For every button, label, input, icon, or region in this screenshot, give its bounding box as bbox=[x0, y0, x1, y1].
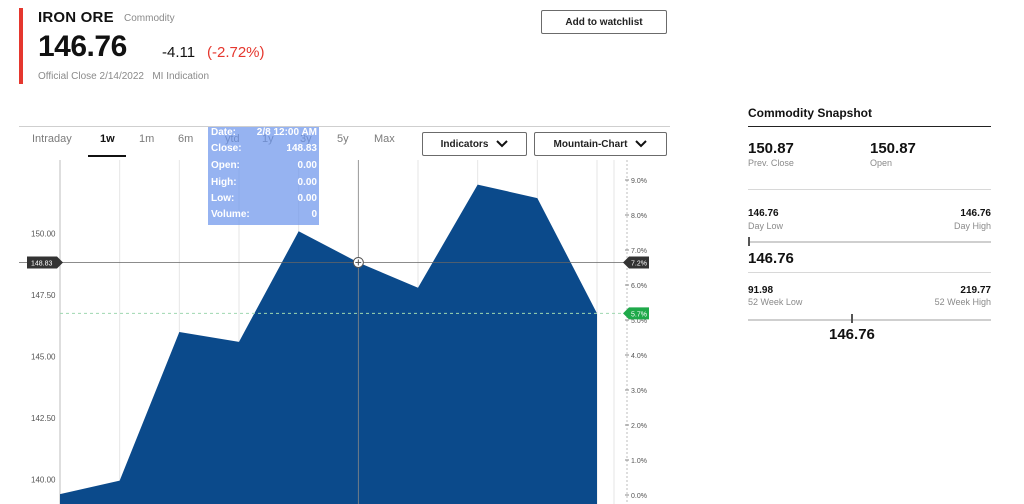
chart-type-label: Mountain-Chart bbox=[553, 138, 628, 150]
commodity-name: IRON ORE bbox=[38, 9, 114, 26]
day-low-label: Day Low bbox=[748, 221, 784, 231]
52wk-range-current: 146.76 bbox=[829, 326, 875, 343]
crosshair bbox=[19, 160, 629, 504]
accent-bar bbox=[19, 8, 23, 84]
snapshot-divider bbox=[748, 189, 991, 190]
prev-close-value: 150.87 bbox=[748, 140, 794, 157]
crosshair-percent-tag-label: 7.2% bbox=[631, 260, 647, 267]
percent-tick-label: 9.0% bbox=[631, 178, 647, 185]
price-tick-label: 140.00 bbox=[31, 475, 56, 484]
tab-6m[interactable]: 6m bbox=[178, 133, 194, 145]
percent-tick-label: 4.0% bbox=[631, 353, 647, 360]
day-high-value: 146.76 bbox=[960, 208, 991, 219]
52wk-high-value: 219.77 bbox=[960, 285, 991, 296]
percent-tick-label: 3.0% bbox=[631, 388, 647, 395]
tooltip-close-value: 148.83 bbox=[286, 143, 317, 154]
chart-tooltip: Date: 2/8 12:00 AM Close: 148.83 Open: 0.00… bbox=[208, 127, 319, 225]
add-to-watchlist-button[interactable]: Add to watchlist bbox=[541, 10, 667, 34]
tab-1m[interactable]: 1m bbox=[139, 133, 155, 145]
day-high-label: Day High bbox=[953, 221, 991, 231]
tooltip-date-value: 2/8 12:00 AM bbox=[256, 127, 317, 138]
tab-5y[interactable]: 5y bbox=[337, 133, 349, 145]
tab-1w[interactable]: 1w bbox=[100, 133, 115, 145]
price-change-percent: (-2.72%) bbox=[207, 44, 265, 61]
price-tick-label: 150.00 bbox=[31, 230, 56, 239]
price-chart[interactable]: 150.00 147.50 145.00 142.50 140.00 9.0% 8.0% 7… bbox=[19, 160, 659, 504]
open-value: 150.87 bbox=[870, 140, 916, 157]
snapshot-divider bbox=[748, 126, 991, 127]
snapshot-title: Commodity Snapshot bbox=[748, 106, 873, 120]
crosshair-price-tag bbox=[27, 256, 63, 269]
price-area bbox=[60, 184, 597, 504]
day-range-marker bbox=[748, 237, 750, 246]
52wk-low-value: 91.98 bbox=[748, 285, 774, 296]
open-label: Open bbox=[870, 158, 893, 168]
52wk-low-label: 52 Week Low bbox=[748, 297, 803, 307]
active-tab-underline bbox=[88, 155, 126, 157]
tooltip-high-label: High: bbox=[211, 177, 237, 188]
percent-tick-label: 2.0% bbox=[631, 423, 647, 430]
tooltip-high-value: 0.00 bbox=[297, 177, 317, 188]
last-price-tag-label: 5.7% bbox=[631, 311, 647, 318]
crosshair-price-tag-label: 148.83 bbox=[31, 260, 53, 267]
tooltip-low-label: Low: bbox=[211, 193, 235, 204]
percent-tick-label: 7.0% bbox=[631, 248, 647, 255]
price-change: -4.11 bbox=[162, 44, 196, 61]
tab-intraday[interactable]: Intraday bbox=[32, 133, 72, 145]
tooltip-date-label: Date: bbox=[211, 127, 237, 138]
tab-max[interactable]: Max bbox=[374, 133, 395, 145]
prev-close-label: Prev. Close bbox=[748, 158, 794, 168]
price-tick-label: 145.00 bbox=[31, 353, 56, 362]
crosshair-percent-tag bbox=[623, 256, 649, 269]
day-low-value: 146.76 bbox=[748, 208, 779, 219]
current-price: 146.76 bbox=[38, 30, 127, 63]
tooltip-volume-label: Volume: bbox=[211, 209, 250, 220]
snapshot-divider bbox=[748, 272, 991, 273]
indicators-label: Indicators bbox=[440, 138, 489, 150]
tooltip-close-label: Close: bbox=[211, 143, 242, 154]
52wk-range-marker bbox=[851, 314, 853, 323]
tooltip-open-label: Open: bbox=[211, 160, 240, 171]
percent-axis: 9.0% 8.0% 7.0% 6.0% 5.0% 4.0% 3.0% 2.0% 1.0% 0.0% bbox=[625, 178, 647, 500]
day-range-track bbox=[748, 241, 991, 243]
indicators-dropdown[interactable]: Indicators bbox=[422, 132, 527, 156]
percent-tick-label: 5.0% bbox=[631, 318, 647, 325]
chart-type-dropdown[interactable]: Mountain-Chart bbox=[534, 132, 667, 156]
percent-tick-label: 8.0% bbox=[631, 213, 647, 220]
percent-tick-label: 1.0% bbox=[631, 458, 647, 465]
tooltip-volume-value: 0 bbox=[311, 209, 317, 220]
52wk-range-track bbox=[748, 319, 991, 321]
price-tick-label: 147.50 bbox=[31, 291, 56, 300]
axis-tags: 148.83 7.2% 5.7% bbox=[27, 256, 649, 320]
percent-tick-label: 0.0% bbox=[631, 493, 647, 500]
tooltip-open-value: 0.00 bbox=[297, 160, 317, 171]
tooltip-low-value: 0.00 bbox=[297, 193, 317, 204]
chart-top-divider bbox=[19, 126, 670, 127]
percent-tick-label: 6.0% bbox=[631, 283, 647, 290]
chevron-down-icon bbox=[496, 140, 509, 148]
commodity-type: Commodity bbox=[124, 13, 175, 24]
close-info: Official Close 2/14/2022 MI Indication bbox=[38, 71, 210, 82]
chevron-down-icon bbox=[635, 140, 648, 148]
price-axis: 150.00 147.50 145.00 142.50 140.00 bbox=[31, 230, 56, 485]
last-price-tag bbox=[623, 307, 649, 320]
52wk-high-label: 52 Week High bbox=[934, 297, 991, 307]
day-range-current: 146.76 bbox=[748, 250, 794, 267]
price-tick-label: 142.50 bbox=[31, 414, 56, 423]
